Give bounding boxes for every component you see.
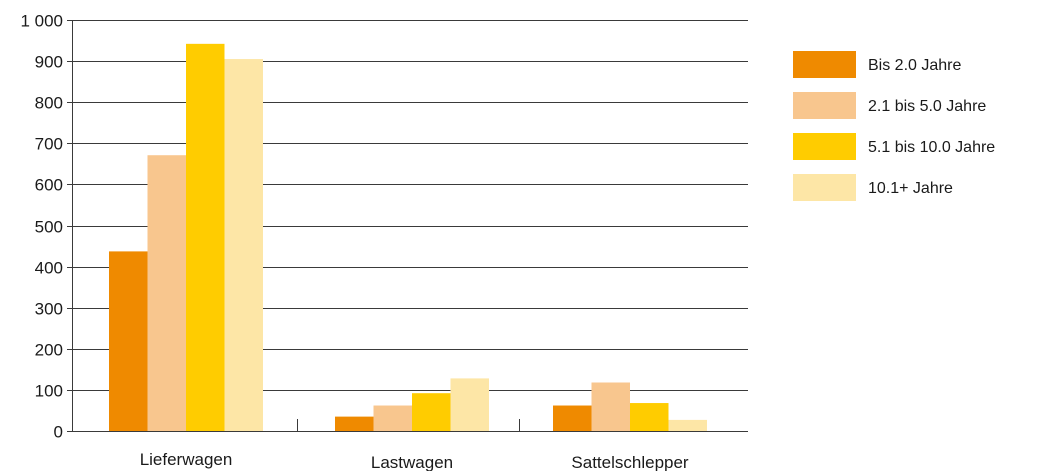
bar [186, 43, 225, 431]
bar [668, 419, 707, 431]
legend-label: 10.1+ Jahre [868, 180, 953, 197]
legend: Bis 2.0 Jahre 2.1 bis 5.0 Jahre 5.1 bis 10… [793, 51, 995, 201]
legend-label: 2.1 bis 5.0 Jahre [868, 98, 986, 115]
y-tick-label: 200 [35, 341, 63, 360]
bar [591, 382, 630, 431]
y-tick-label: 400 [35, 259, 63, 278]
y-tick-label: 800 [35, 94, 63, 113]
y-tick-label: 0 [54, 423, 63, 442]
y-tick-label: 900 [35, 53, 63, 72]
y-tick-label: 100 [35, 382, 63, 401]
x-category-label: Sattelschlepper [571, 453, 689, 471]
legend-label: 5.1 bis 10.0 Jahre [868, 139, 995, 156]
axes: 0 100 200 300 400 500 600 700 800 900 1 000 Lieferw… [20, 12, 748, 472]
bar [147, 155, 186, 431]
x-category-label: Lastwagen [371, 453, 453, 471]
bar [412, 393, 451, 431]
legend-swatch [793, 133, 856, 160]
bar [450, 378, 489, 431]
legend-label: Bis 2.0 Jahre [868, 57, 961, 74]
bar [630, 403, 669, 431]
bar [553, 405, 592, 431]
legend-swatch [793, 92, 856, 119]
y-tick-label: 300 [35, 300, 63, 319]
legend-swatch [793, 174, 856, 201]
y-tick-label: 500 [35, 218, 63, 237]
legend-swatch [793, 51, 856, 78]
y-tick-label: 600 [35, 176, 63, 195]
bars [109, 43, 707, 432]
x-category-label: Lieferwagen [140, 450, 233, 469]
y-tick-label: 1 000 [20, 12, 63, 31]
bar [109, 251, 148, 431]
bar [335, 416, 374, 431]
bar [373, 405, 412, 431]
bar [224, 59, 263, 432]
y-tick-label: 700 [35, 135, 63, 154]
